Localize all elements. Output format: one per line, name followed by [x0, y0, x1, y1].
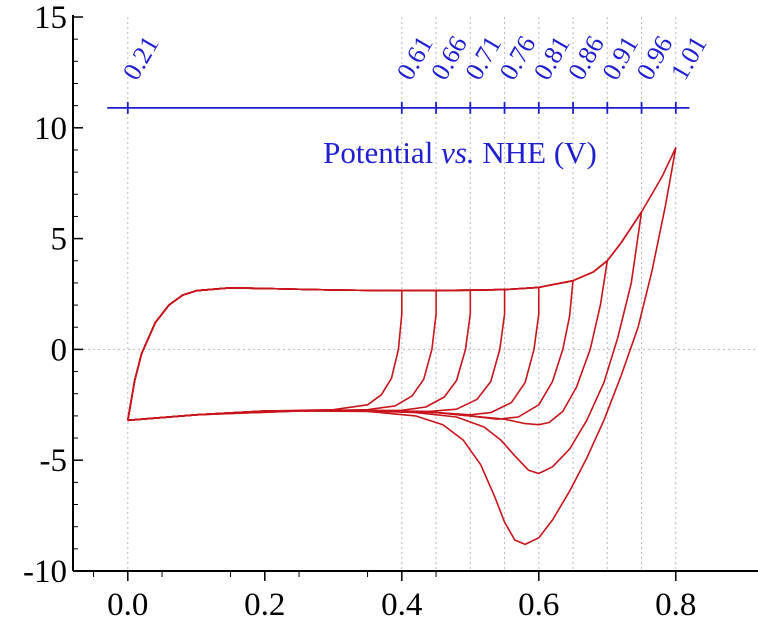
top-axis-label: Potential vs. NHE (V)	[323, 135, 597, 170]
y-tick-label: 15	[34, 0, 67, 36]
top-axis-label-suffix: NHE (V)	[475, 135, 597, 170]
x-tick-label: 0.2	[244, 587, 285, 623]
x-tick-label: 0.4	[381, 587, 422, 623]
y-tick-label: 0	[51, 332, 68, 368]
y-tick-label: -5	[40, 443, 68, 479]
top-axis-label-prefix: Potential	[323, 135, 441, 170]
y-tick-label: 5	[51, 222, 68, 258]
top-axis-tick-label: 1.01	[665, 31, 713, 85]
cv-curve-series	[127, 287, 472, 422]
top-axis-tick-label: 0.21	[117, 31, 165, 85]
cv-curve-series	[127, 279, 574, 422]
cv-curve-series	[127, 146, 677, 546]
curves	[127, 146, 677, 546]
top-axis-label-italic: vs.	[441, 135, 475, 170]
gridlines	[73, 17, 758, 571]
x-tick-label: 0.8	[655, 587, 696, 623]
y-tick-label: 10	[34, 111, 67, 147]
x-tick-label: 0.6	[518, 587, 559, 623]
cv-curve-series	[127, 287, 506, 422]
cv-curve-series	[127, 286, 540, 422]
top-potential-axis: Potential vs. NHE (V) 0.21 0.610.660.710.…	[107, 31, 713, 170]
y-tick-label: -10	[23, 554, 67, 590]
cv-curve-series	[127, 287, 403, 422]
x-tick-label: 0.0	[107, 587, 148, 623]
cv-curve-series	[127, 287, 437, 422]
axes: 15 10 5 0 -5 -10 0.0 0.2 0.4 0.6 0.8	[23, 0, 758, 623]
